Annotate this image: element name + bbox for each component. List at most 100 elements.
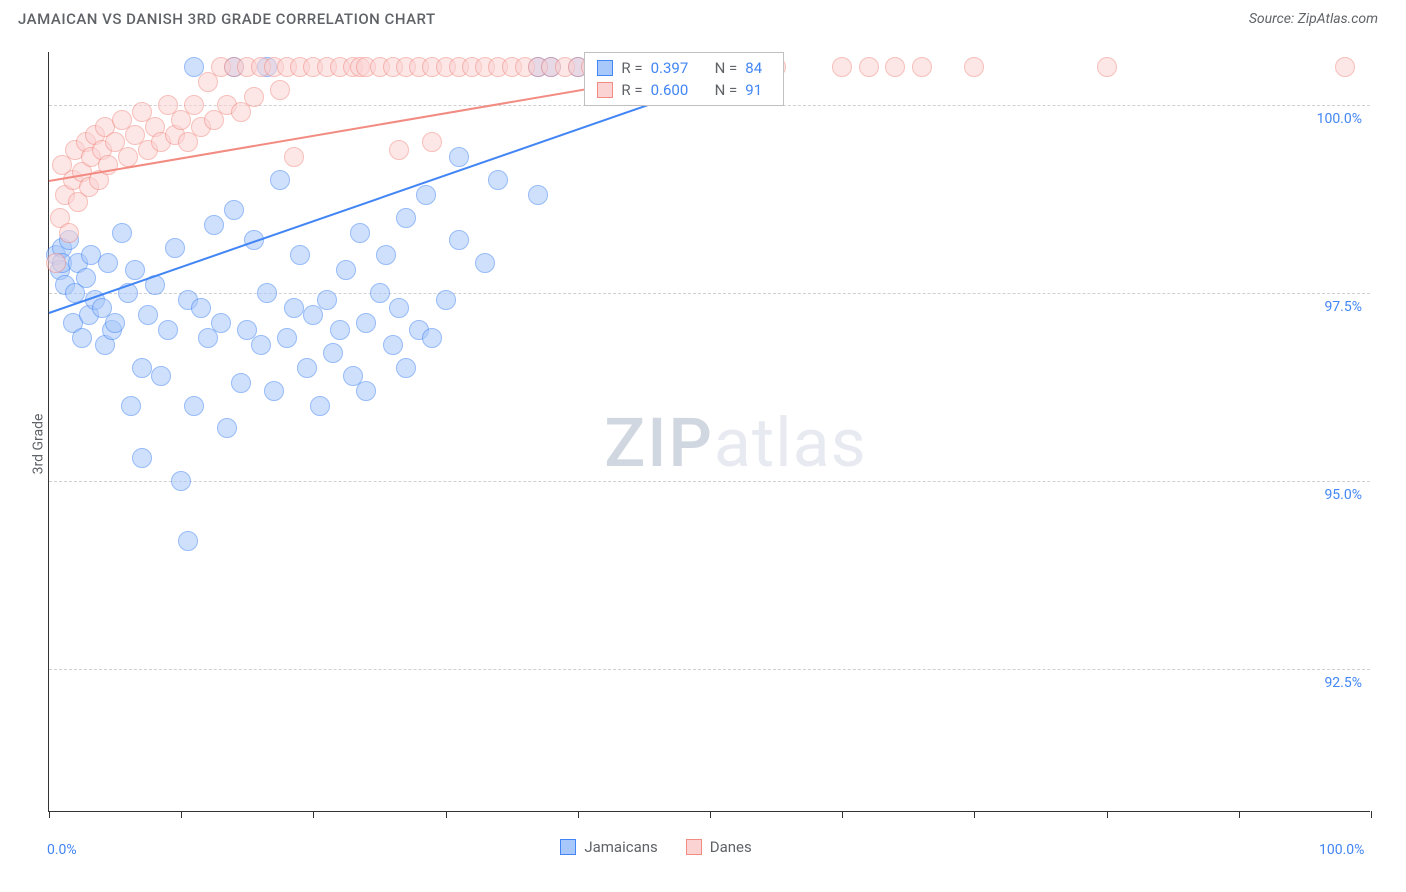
scatter-point bbox=[251, 335, 271, 355]
correlation-info-box: R = 0.397 N = 84R = 0.600 N = 91 bbox=[584, 52, 784, 106]
scatter-point bbox=[191, 298, 211, 318]
x-tick-label: 0.0% bbox=[47, 842, 77, 858]
scatter-point bbox=[356, 313, 376, 333]
chart-source: Source: ZipAtlas.com bbox=[1249, 11, 1378, 27]
x-tick bbox=[578, 811, 579, 818]
x-tick bbox=[313, 811, 314, 818]
scatter-point bbox=[98, 253, 118, 273]
scatter-point bbox=[257, 283, 277, 303]
stat-label: N = bbox=[715, 81, 738, 99]
scatter-point bbox=[416, 185, 436, 205]
x-tick bbox=[842, 811, 843, 818]
stat-label: R = bbox=[621, 59, 642, 77]
scatter-point bbox=[231, 373, 251, 393]
series-swatch bbox=[597, 60, 613, 76]
legend-label: Jamaicans bbox=[584, 838, 657, 856]
scatter-point bbox=[46, 253, 66, 273]
series-swatch bbox=[597, 82, 613, 98]
source-prefix-label: Source: bbox=[1249, 11, 1298, 27]
chart-title: JAMAICAN VS DANISH 3RD GRADE CORRELATION… bbox=[18, 10, 436, 28]
scatter-point bbox=[178, 531, 198, 551]
scatter-point bbox=[859, 57, 879, 77]
chart-header: JAMAICAN VS DANISH 3RD GRADE CORRELATION… bbox=[0, 0, 1406, 34]
scatter-point bbox=[1097, 57, 1117, 77]
x-tick bbox=[1239, 811, 1240, 818]
scatter-point bbox=[297, 358, 317, 378]
scatter-point bbox=[244, 87, 264, 107]
y-tick-label: 92.5% bbox=[1324, 675, 1362, 691]
scatter-point bbox=[436, 290, 456, 310]
stat-label: N = bbox=[715, 59, 738, 77]
scatter-point bbox=[449, 147, 469, 167]
scatter-point bbox=[105, 313, 125, 333]
scatter-point bbox=[76, 268, 96, 288]
scatter-point bbox=[396, 358, 416, 378]
scatter-point bbox=[125, 260, 145, 280]
x-tick bbox=[446, 811, 447, 818]
scatter-point bbox=[422, 132, 442, 152]
watermark: ZIPatlas bbox=[604, 403, 867, 483]
scatter-point bbox=[323, 343, 343, 363]
series-swatch bbox=[686, 839, 702, 855]
y-tick-label: 97.5% bbox=[1324, 299, 1362, 315]
scatter-point bbox=[171, 471, 191, 491]
scatter-point bbox=[165, 238, 185, 258]
y-tick-label: 95.0% bbox=[1324, 487, 1362, 503]
gridline bbox=[49, 669, 1370, 670]
scatter-point bbox=[72, 328, 92, 348]
gridline bbox=[49, 481, 1370, 482]
scatter-point bbox=[964, 57, 984, 77]
x-tick bbox=[49, 811, 50, 818]
y-axis-label: 3rd Grade bbox=[30, 414, 46, 475]
scatter-point bbox=[528, 185, 548, 205]
scatter-point bbox=[112, 223, 132, 243]
scatter-point bbox=[488, 170, 508, 190]
scatter-point bbox=[356, 381, 376, 401]
stat-value: 84 bbox=[745, 59, 771, 77]
scatter-point bbox=[376, 245, 396, 265]
x-tick bbox=[974, 811, 975, 818]
scatter-point bbox=[184, 95, 204, 115]
scatter-point bbox=[277, 328, 297, 348]
scatter-point bbox=[158, 320, 178, 340]
scatter-point bbox=[270, 170, 290, 190]
x-tick bbox=[1107, 811, 1108, 818]
scatter-point bbox=[284, 147, 304, 167]
scatter-point bbox=[832, 57, 852, 77]
scatter-point bbox=[59, 223, 79, 243]
scatter-point bbox=[264, 381, 284, 401]
stat-value: 0.600 bbox=[651, 81, 697, 99]
scatter-point bbox=[350, 223, 370, 243]
x-tick bbox=[1371, 811, 1372, 818]
series-swatch bbox=[560, 839, 576, 855]
scatter-point bbox=[290, 245, 310, 265]
info-row: R = 0.397 N = 84 bbox=[585, 57, 783, 79]
stat-value: 0.397 bbox=[651, 59, 697, 77]
legend-item: Jamaicans bbox=[560, 838, 657, 856]
x-tick-label: 100.0% bbox=[1319, 842, 1364, 858]
scatter-point bbox=[138, 305, 158, 325]
scatter-point bbox=[270, 80, 290, 100]
scatter-point bbox=[912, 57, 932, 77]
scatter-point bbox=[396, 208, 416, 228]
scatter-point bbox=[121, 396, 141, 416]
scatter-point bbox=[449, 230, 469, 250]
scatter-point bbox=[310, 396, 330, 416]
scatter-point bbox=[389, 298, 409, 318]
scatter-point bbox=[422, 328, 442, 348]
scatter-plot: 92.5%95.0%97.5%100.0%0.0%100.0%ZIPatlasR… bbox=[48, 52, 1370, 812]
scatter-point bbox=[389, 140, 409, 160]
scatter-point bbox=[336, 260, 356, 280]
scatter-point bbox=[885, 57, 905, 77]
scatter-point bbox=[284, 298, 304, 318]
scatter-point bbox=[1335, 57, 1355, 77]
y-tick-label: 100.0% bbox=[1317, 111, 1362, 127]
x-tick bbox=[181, 811, 182, 818]
legend: JamaicansDanes bbox=[560, 838, 751, 856]
stat-value: 91 bbox=[745, 81, 771, 99]
scatter-point bbox=[224, 200, 244, 220]
chart-area: 3rd Grade 92.5%95.0%97.5%100.0%0.0%100.0… bbox=[0, 34, 1406, 854]
source-name-label: ZipAtlas.com bbox=[1298, 11, 1378, 27]
scatter-point bbox=[184, 396, 204, 416]
gridline bbox=[49, 293, 1370, 294]
